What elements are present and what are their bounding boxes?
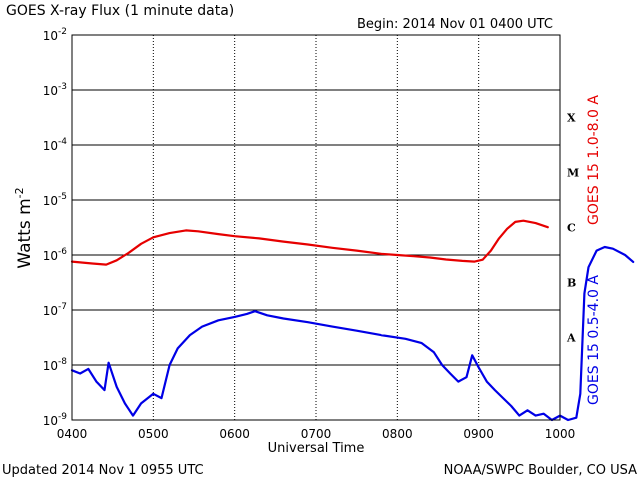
footer-updated: Updated 2014 Nov 1 0955 UTC	[2, 463, 204, 478]
x-tick-label: 0900	[463, 427, 494, 441]
y-tick-label: 10-2	[43, 27, 67, 43]
y-axis-label-exponent: -2	[13, 187, 26, 198]
footer-source: NOAA/SWPC Boulder, CO USA	[444, 463, 637, 478]
plot-frame	[71, 34, 561, 421]
legend-series-long: GOES 15 1.0-8.0 A	[586, 95, 602, 225]
y-axis-label-base: Watts m	[15, 198, 35, 268]
series-line-1	[70, 245, 635, 422]
x-axis-label: Universal Time	[268, 441, 365, 456]
y-tick-label: 10-6	[43, 247, 68, 263]
chart-title: GOES X-ray Flux (1 minute data)	[6, 3, 234, 19]
begin-label: Begin: 2014 Nov 01 0400 UTC	[357, 17, 553, 32]
vertical-dotted-ticks	[71, 35, 561, 420]
flare-class-labels: X M C B A	[566, 112, 579, 345]
flare-class-label: A	[566, 332, 576, 345]
y-tick-label: 10-7	[43, 302, 67, 318]
x-tick-labels: 0400 0500 0600 0700 0800 0900 1000	[57, 427, 576, 441]
x-tick-label: 0700	[301, 427, 332, 441]
y-tick-labels: 10-2 10-3 10-4 10-5 10-6 10-7 10-8 10-9	[43, 27, 68, 428]
series-lines	[70, 219, 635, 422]
y-tick-label: 10-8	[43, 357, 68, 373]
y-tick-label: 10-4	[43, 137, 68, 153]
y-tick-label: 10-5	[43, 192, 67, 208]
flare-class-label: B	[567, 277, 576, 290]
y-axis-label: Watts m-2	[13, 187, 35, 268]
x-tick-label: 1000	[545, 427, 576, 441]
y-tick-label: 10-9	[43, 412, 68, 428]
x-tick-label: 0400	[57, 427, 88, 441]
series-line-0	[70, 219, 549, 266]
flare-class-label: C	[567, 222, 576, 235]
flare-class-label: M	[567, 167, 579, 180]
x-tick-label: 0800	[382, 427, 413, 441]
x-tick-label: 0600	[219, 427, 250, 441]
flare-class-label: X	[567, 112, 576, 125]
x-tick-label: 0500	[138, 427, 169, 441]
y-tick-label: 10-3	[43, 82, 67, 98]
legend-series-short: GOES 15 0.5-4.0 A	[586, 275, 602, 405]
